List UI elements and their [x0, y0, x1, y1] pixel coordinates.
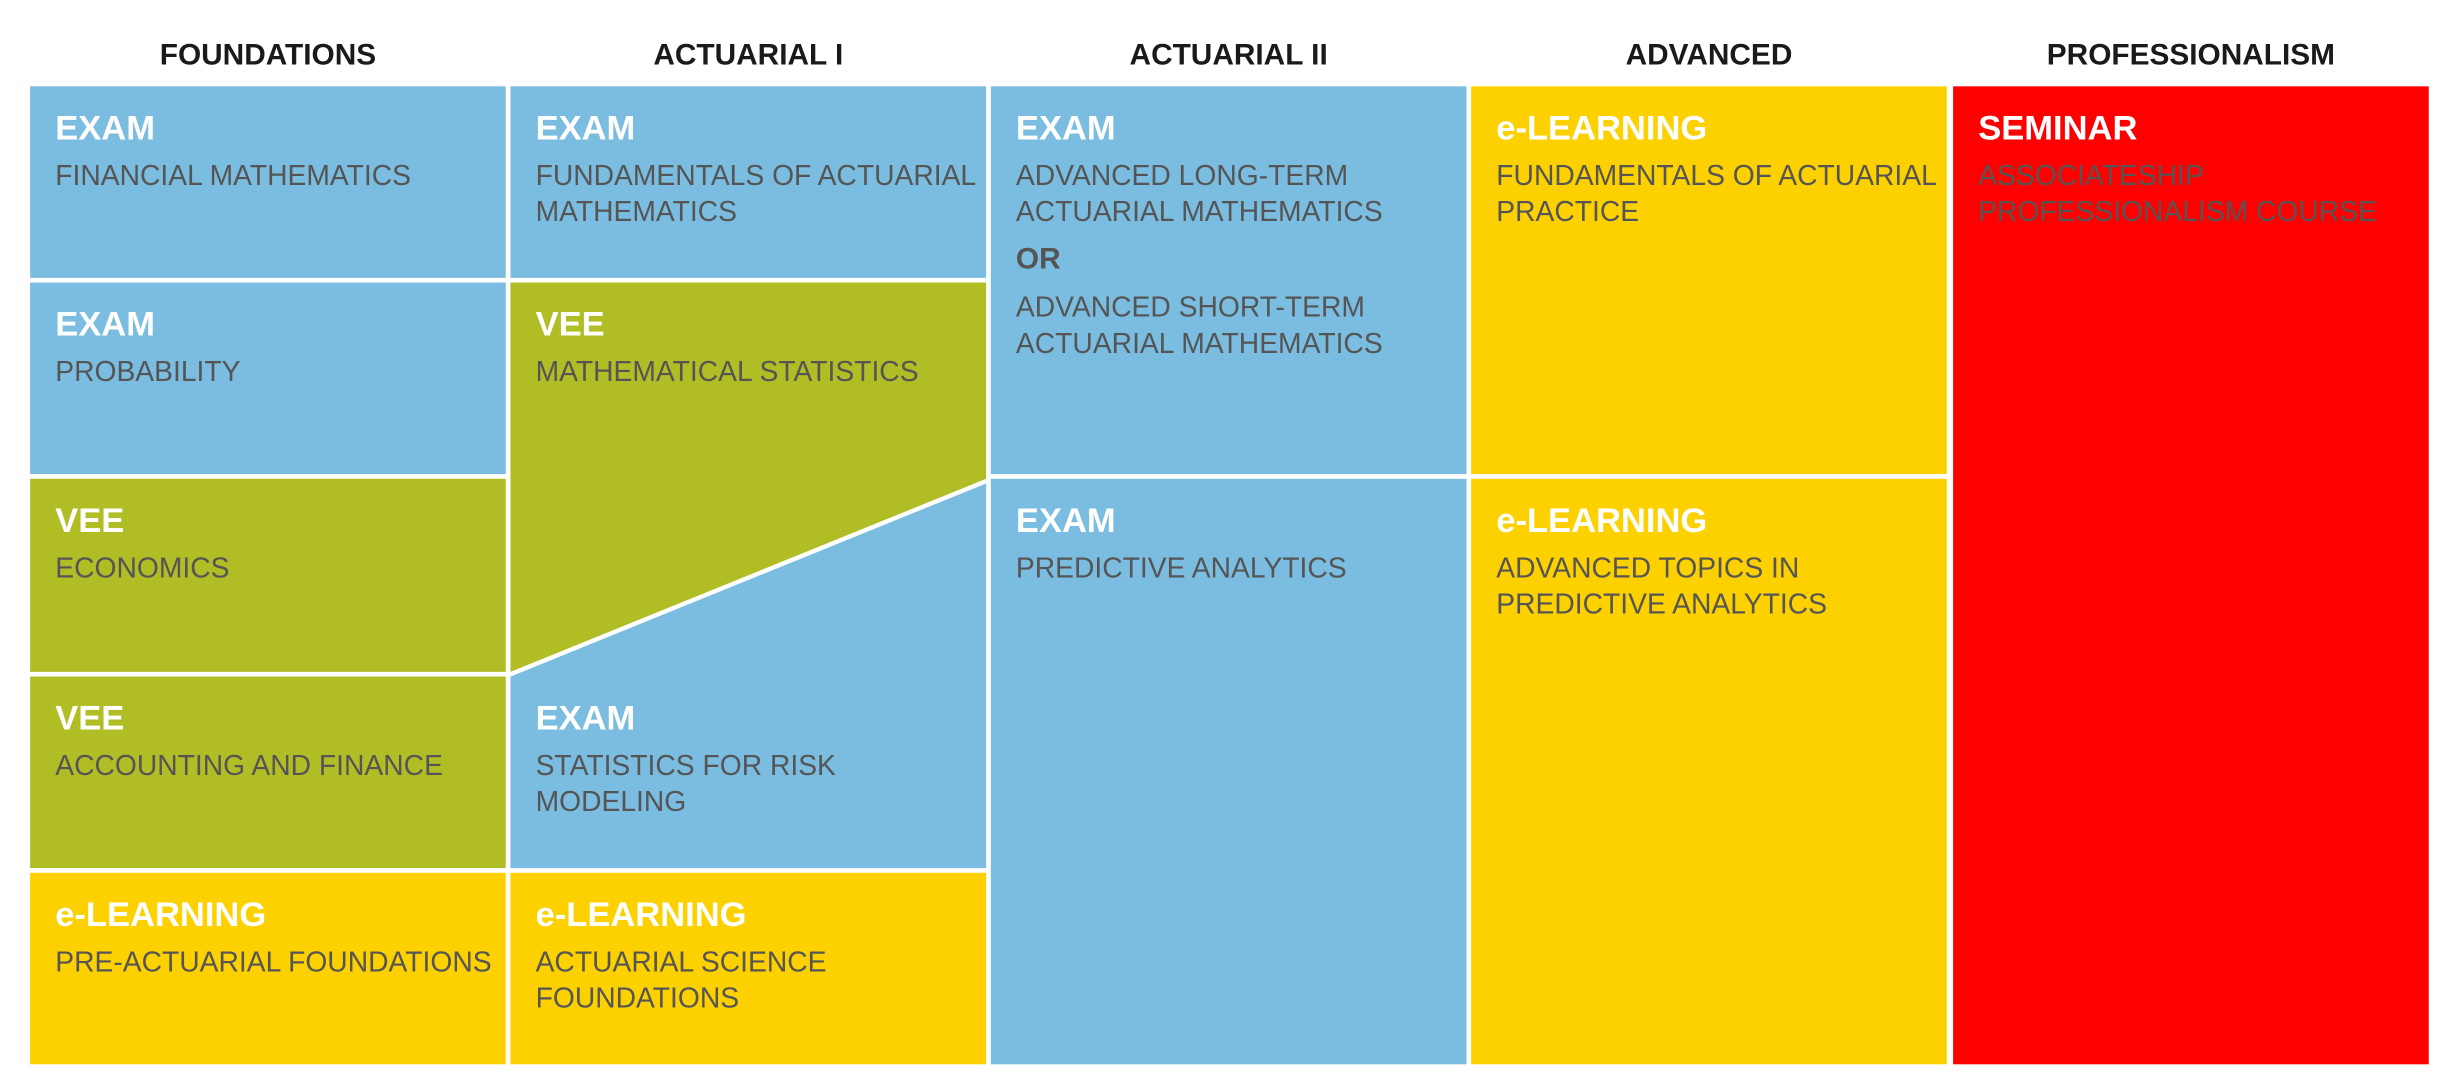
block: [510, 282, 987, 672]
block-description: STATISTICS FOR RISK: [536, 749, 836, 781]
block-kind: VEE: [536, 306, 605, 344]
column-header: ADVANCED: [1626, 38, 1793, 71]
block: [30, 872, 506, 1065]
block-kind: e-LEARNING: [1496, 502, 1707, 540]
block-description: PRE-ACTUARIAL FOUNDATIONS: [55, 945, 491, 977]
block: [510, 872, 987, 1065]
block-or: OR: [1016, 242, 1061, 275]
block-description: ACTUARIAL MATHEMATICS: [1016, 327, 1383, 359]
block-kind: EXAM: [1016, 109, 1116, 147]
column-header: ACTUARIAL II: [1130, 38, 1328, 71]
block-kind: VEE: [55, 700, 124, 738]
block-kind: e-LEARNING: [536, 896, 747, 934]
block-kind: EXAM: [536, 109, 636, 147]
block-kind: e-LEARNING: [55, 896, 266, 934]
block-description: FUNDAMENTALS OF ACTUARIAL: [1496, 159, 1937, 191]
block-description: FUNDAMENTALS OF ACTUARIAL: [536, 159, 977, 191]
block-description: ACTUARIAL SCIENCE: [536, 945, 827, 977]
block: [30, 282, 506, 475]
block-description: ASSOCIATESHIP: [1978, 159, 2204, 191]
block-description: ADVANCED TOPICS IN: [1496, 551, 1799, 583]
block-description: FINANCIAL MATHEMATICS: [55, 159, 411, 191]
block: [990, 478, 1467, 1065]
block-description: ACTUARIAL MATHEMATICS: [1016, 195, 1383, 227]
block: [1471, 86, 1947, 475]
block-description: MODELING: [536, 785, 687, 817]
block: [30, 86, 506, 278]
block-description: PROBABILITY: [55, 355, 240, 387]
block-description: MATHEMATICS: [536, 195, 737, 227]
block: [510, 483, 987, 869]
block-description: PREDICTIVE ANALYTICS: [1496, 587, 1827, 619]
column-header: FOUNDATIONS: [160, 38, 376, 71]
block-description: PREDICTIVE ANALYTICS: [1016, 551, 1347, 583]
block-kind: EXAM: [55, 109, 155, 147]
block-kind: SEMINAR: [1978, 109, 2137, 147]
block-description: PRACTICE: [1496, 195, 1639, 227]
column-header: PROFESSIONALISM: [2047, 38, 2335, 71]
block-kind: e-LEARNING: [1496, 109, 1707, 147]
block: [1953, 86, 2429, 1065]
block-description: PROFESSIONALISM COURSE: [1978, 195, 2377, 227]
block-kind: VEE: [55, 502, 124, 540]
block-kind: EXAM: [536, 700, 636, 738]
block: [510, 86, 987, 278]
block: [30, 478, 506, 672]
column-header: ACTUARIAL I: [653, 38, 843, 71]
block: [1471, 478, 1947, 1065]
block-description: ECONOMICS: [55, 551, 229, 583]
block: [990, 86, 1467, 475]
block-description: ADVANCED SHORT-TERM: [1016, 291, 1365, 323]
block-description: ACCOUNTING AND FINANCE: [55, 749, 443, 781]
block-description: MATHEMATICAL STATISTICS: [536, 355, 919, 387]
block-kind: EXAM: [1016, 502, 1116, 540]
block-description: ADVANCED LONG-TERM: [1016, 159, 1348, 191]
block: [30, 676, 506, 869]
block-description: FOUNDATIONS: [536, 981, 740, 1013]
block-kind: EXAM: [55, 306, 155, 344]
